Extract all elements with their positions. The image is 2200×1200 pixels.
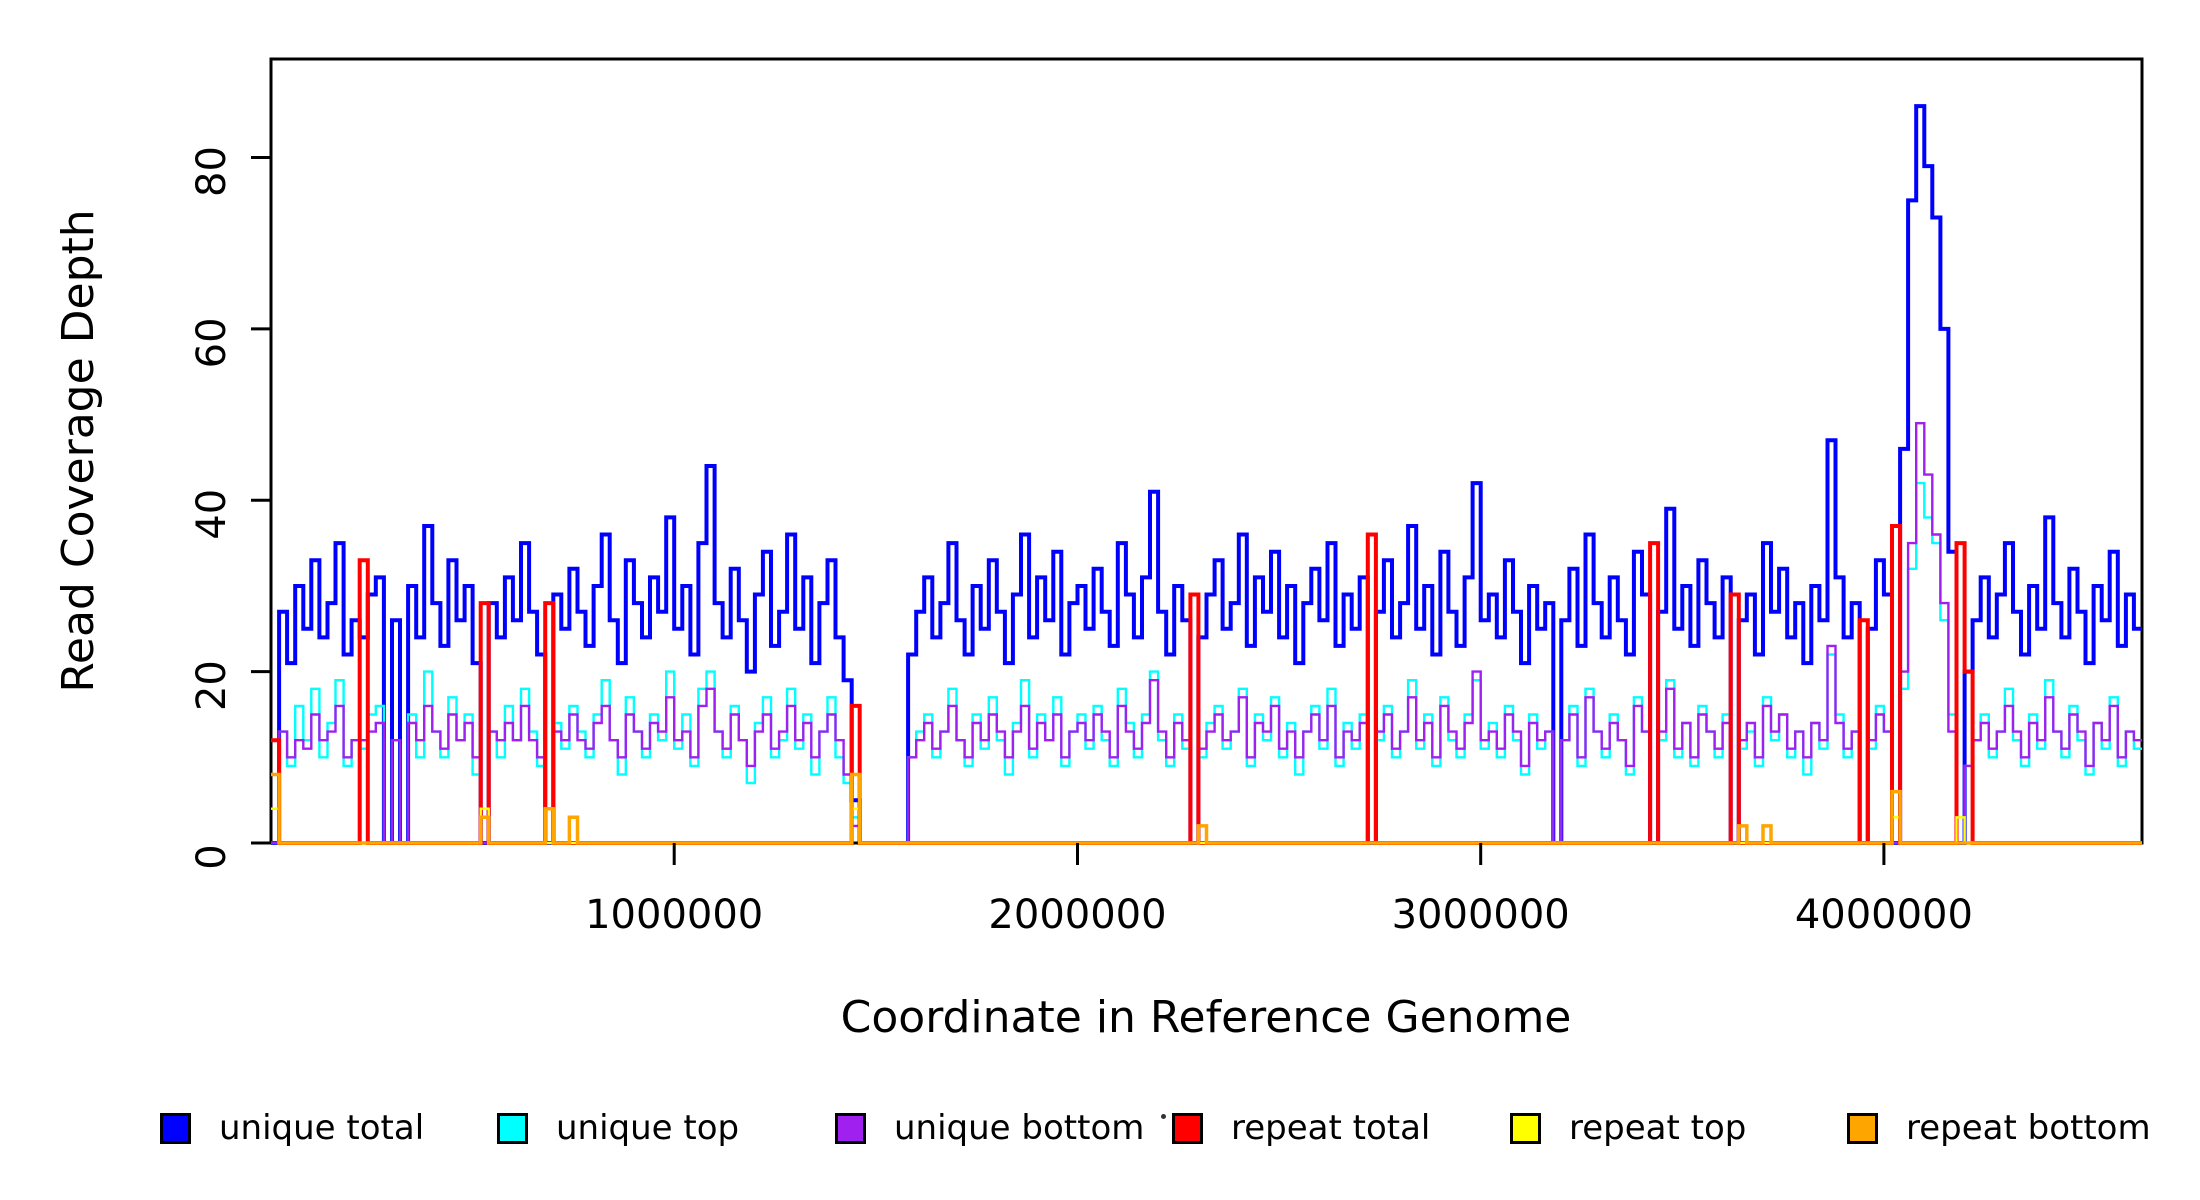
y-axis-title: Read Coverage Depth <box>53 209 104 692</box>
legend-swatch-repeat-top <box>1510 1112 1541 1144</box>
stray-dot <box>1161 1114 1166 1119</box>
x-tick-label: 2000000 <box>988 892 1166 938</box>
y-tick-label: 80 <box>189 146 235 197</box>
legend-item-repeat-total: repeat total <box>1172 1108 1430 1148</box>
legend-label-repeat-total: repeat total <box>1231 1108 1431 1148</box>
series-line-repeat-bottom <box>271 772 2142 845</box>
y-tick-label: 0 <box>189 844 235 869</box>
series-line-unique-top <box>271 481 2142 845</box>
legend-swatch-repeat-total <box>1172 1112 1203 1144</box>
x-tick-label: 1000000 <box>585 892 763 938</box>
legend-item-unique-bottom: unique bottom <box>835 1108 1144 1148</box>
series-lines <box>271 104 2142 845</box>
legend-label-unique-total: unique total <box>219 1108 425 1148</box>
legend-label-repeat-bottom: repeat bottom <box>1906 1108 2151 1148</box>
series-line-unique-total <box>271 104 2142 845</box>
x-tick-label: 3000000 <box>1392 892 1570 938</box>
x-axis-title: Coordinate in Reference Genome <box>841 992 1572 1043</box>
legend-label-repeat-top: repeat top <box>1569 1108 1747 1148</box>
legend-label-unique-top: unique top <box>556 1108 740 1148</box>
legend-item-unique-total: unique total <box>160 1108 424 1148</box>
axis-ticks <box>251 156 1886 865</box>
legend-swatch-unique-bottom <box>835 1112 866 1144</box>
axis-tick-labels: 1000000 2000000 3000000 4000000 0 20 40 60 80 <box>189 146 1973 938</box>
y-tick-label: 40 <box>189 489 235 540</box>
legend-swatch-unique-top <box>497 1112 528 1144</box>
series-line-unique-bottom <box>271 422 2142 845</box>
legend-swatch-unique-total <box>160 1112 191 1144</box>
x-tick-label: 4000000 <box>1795 892 1973 938</box>
legend-item-repeat-top: repeat top <box>1510 1108 1746 1148</box>
legend-item-unique-top: unique top <box>497 1108 739 1148</box>
legend-label-unique-bottom: unique bottom <box>894 1108 1145 1148</box>
legend-item-repeat-bottom: repeat bottom <box>1847 1108 2151 1148</box>
y-tick-label: 60 <box>189 317 235 368</box>
y-tick-label: 20 <box>189 660 235 711</box>
legend: unique total unique top unique bottom re… <box>0 1108 2200 1158</box>
series-line-repeat-total <box>271 524 2142 845</box>
legend-swatch-repeat-bottom <box>1847 1112 1878 1144</box>
